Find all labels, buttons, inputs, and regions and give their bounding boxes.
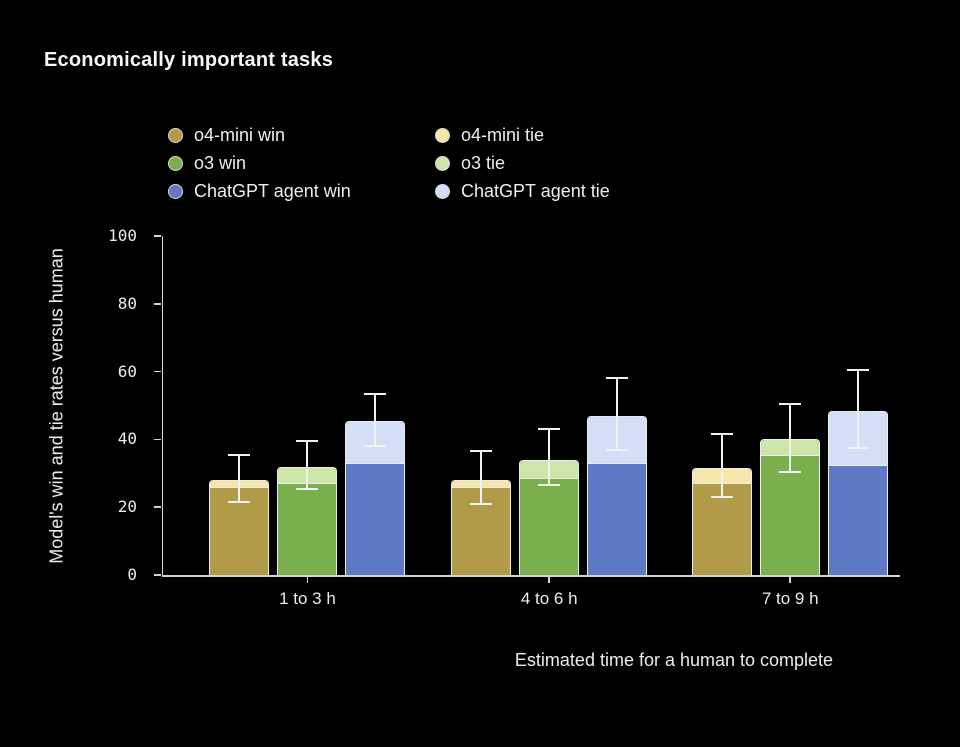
error-bar-cap-top <box>779 402 802 405</box>
error-bar-line <box>306 441 309 489</box>
legend-column: o4-mini win o3 win ChatGPT agent win <box>168 121 435 205</box>
x-category-label: 4 to 6 h <box>520 589 578 608</box>
legend: o4-mini win o3 win ChatGPT agent win o4-min… <box>168 121 610 205</box>
bar-stack-o3 <box>277 466 338 575</box>
x-category-label: 1 to 3 h <box>279 589 336 608</box>
error-bar-cap-top <box>606 377 629 380</box>
bar-win-segment <box>278 484 337 575</box>
legend-swatch <box>168 127 183 143</box>
legend-item-label: o3 tie <box>461 152 506 173</box>
error-bar-line <box>374 393 377 447</box>
bar-stack-chatgpt-agent <box>345 420 406 575</box>
error-bar-cap-bottom <box>470 502 493 505</box>
bar-win-segment <box>693 484 752 575</box>
legend-swatch <box>435 127 450 143</box>
y-tick-label: 80 <box>117 293 137 313</box>
legend-swatch <box>435 155 450 171</box>
error-bar-line <box>548 429 551 486</box>
bar-win-segment <box>520 479 579 575</box>
error-bar-cap-top <box>538 428 561 431</box>
x-axis-tick <box>548 575 550 583</box>
plot-area: 0 20 40 60 80 100 1 to 3 h 4 to 6 h 7 to 9 h <box>108 226 900 608</box>
legend-item: o3 win <box>168 149 435 177</box>
y-tick-label: 0 <box>127 565 137 584</box>
x-axis-tick <box>789 575 791 583</box>
error-bar-cap-bottom <box>364 445 387 448</box>
error-bar-line <box>480 451 483 504</box>
x-axis-tick <box>306 575 309 583</box>
x-axis-title: Estimated time for a human to complete <box>514 650 834 670</box>
y-axis-tick <box>154 438 161 441</box>
legend-item: o4-mini tie <box>435 121 610 149</box>
error-bar-cap-bottom <box>847 446 870 449</box>
legend-item: o3 tie <box>435 149 610 177</box>
error-bar-cap-bottom <box>779 470 802 473</box>
y-axis-title: Model's win and tie rates versus human <box>46 248 67 564</box>
y-axis-tick <box>154 370 161 373</box>
bar-win-segment <box>346 464 405 575</box>
legend-item-label: o4-mini tie <box>461 124 545 145</box>
error-bar-cap-top <box>847 368 870 371</box>
y-axis-tick <box>154 235 161 237</box>
y-axis-line <box>161 236 163 575</box>
error-bar-cap-bottom <box>711 496 734 499</box>
legend-item-label: ChatGPT agent win <box>194 180 351 201</box>
bar-win-segment <box>588 464 647 575</box>
error-bar-cap-top <box>296 440 319 443</box>
legend-item: ChatGPT agent win <box>168 177 435 205</box>
error-bar-cap-top <box>711 433 734 436</box>
x-axis-line <box>161 575 900 577</box>
legend-item: o4-mini win <box>168 121 435 149</box>
error-bar-cap-top <box>228 453 251 456</box>
error-bar-line <box>721 434 724 498</box>
error-bar-line <box>238 454 241 503</box>
y-axis-tick <box>154 303 161 305</box>
y-tick-label: 100 <box>108 226 137 245</box>
error-bar-cap-top <box>364 392 387 395</box>
legend-item-label: ChatGPT agent tie <box>461 180 610 201</box>
bar-win-segment <box>829 465 888 575</box>
x-category-label: 7 to 9 h <box>761 589 819 608</box>
error-bar-cap-bottom <box>606 448 629 451</box>
error-bar-cap-bottom <box>538 484 561 487</box>
legend-swatch <box>168 183 183 199</box>
y-tick-label: 60 <box>117 361 137 381</box>
bar-win-segment <box>761 455 820 575</box>
legend-swatch <box>435 183 450 199</box>
error-bar-cap-top <box>470 450 493 453</box>
error-bar-line <box>857 369 860 448</box>
legend-swatch <box>168 155 183 171</box>
y-tick-label: 40 <box>117 429 137 449</box>
y-axis-tick <box>154 574 161 576</box>
error-bar-line <box>616 378 619 450</box>
bar-stack-chatgpt-agent <box>587 415 648 575</box>
y-axis-tick <box>154 506 161 508</box>
error-bar-line <box>789 403 792 472</box>
y-tick-label: 20 <box>117 497 137 517</box>
legend-item-label: o4-mini win <box>194 124 286 145</box>
legend-column: o4-mini tie o3 tie ChatGPT agent tie <box>435 121 610 205</box>
error-bar-cap-bottom <box>228 501 251 504</box>
legend-item: ChatGPT agent tie <box>435 177 610 205</box>
legend-item-label: o3 win <box>194 152 247 173</box>
chart-title: Economically important tasks <box>44 49 334 71</box>
error-bar-cap-bottom <box>296 487 319 490</box>
